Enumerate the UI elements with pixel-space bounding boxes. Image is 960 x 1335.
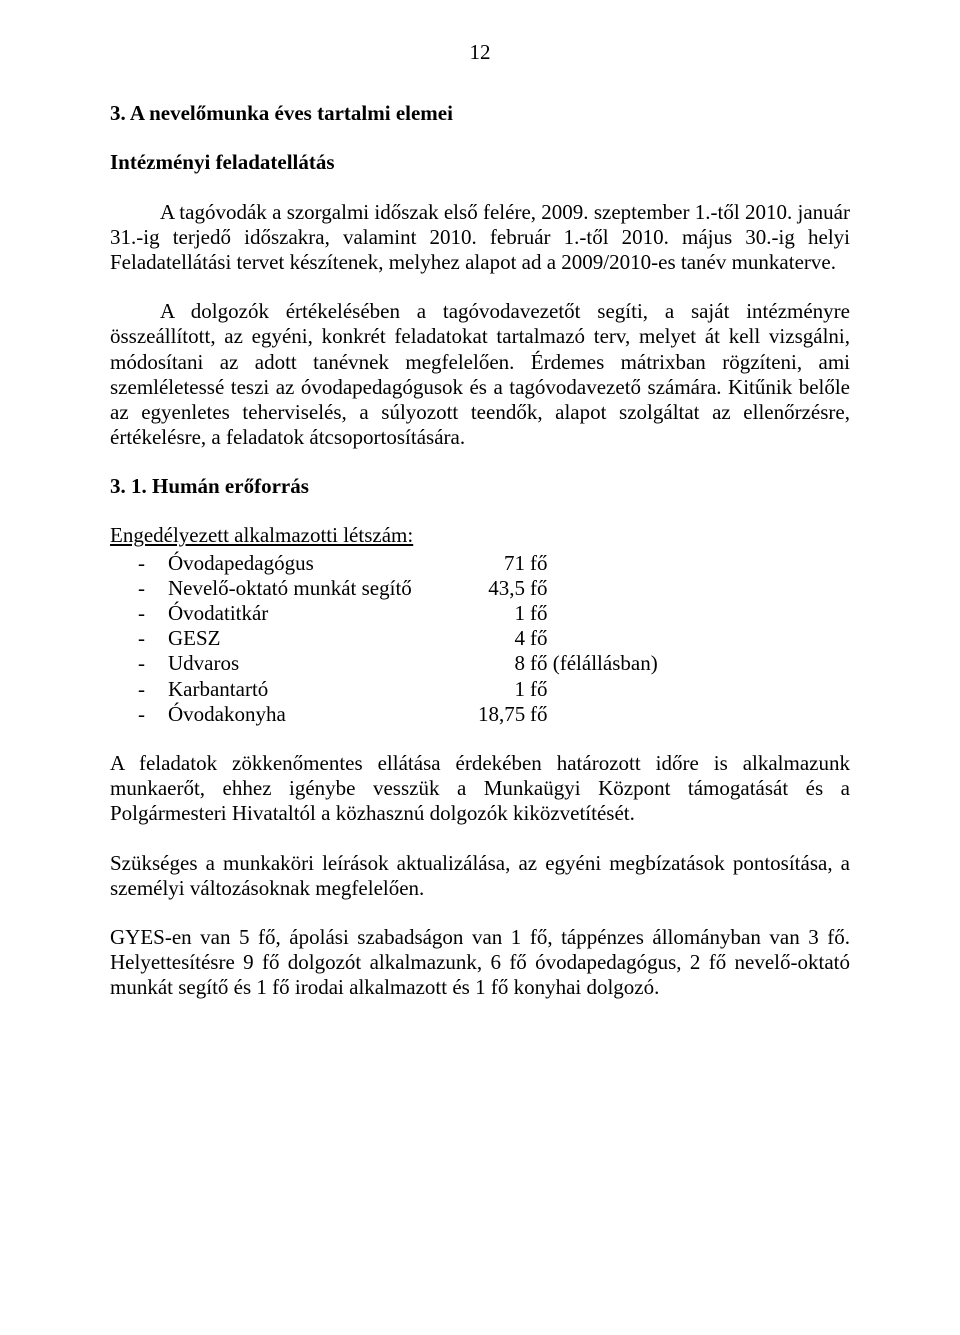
staff-label: Óvodatitkár (168, 601, 478, 626)
staff-unit: fő (530, 551, 850, 576)
staff-list: Engedélyezett alkalmazotti létszám: - Óv… (110, 523, 850, 727)
paragraph-2-text: A dolgozók értékelésében a tagóvodavezet… (110, 299, 850, 449)
section-heading-3: 3. A nevelőmunka éves tartalmi elemei (110, 101, 850, 126)
dash-icon: - (110, 576, 168, 601)
list-item: - Karbantartó 1 fő (110, 677, 850, 702)
dash-icon: - (110, 651, 168, 676)
page-number: 12 (110, 40, 850, 65)
paragraph-5: GYES-en van 5 fő, ápolási szabadságon va… (110, 925, 850, 1001)
staff-label: Óvodakonyha (168, 702, 478, 727)
staff-label: Óvodapedagógus (168, 551, 478, 576)
paragraph-1: A tagóvodák a szorgalmi időszak első fel… (110, 200, 850, 276)
list-item: - Nevelő-oktató munkát segítő 43,5 fő (110, 576, 850, 601)
dash-icon: - (110, 626, 168, 651)
dash-icon: - (110, 551, 168, 576)
staff-value: 4 (478, 626, 530, 651)
staff-value: 71 (478, 551, 530, 576)
staff-value: 8 (478, 651, 530, 676)
subheading-intezmenyi: Intézményi feladatellátás (110, 150, 850, 175)
paragraph-4: Szükséges a munkaköri leírások aktualizá… (110, 851, 850, 901)
staff-list-title: Engedélyezett alkalmazotti létszám: (110, 523, 850, 548)
staff-unit: fő (530, 702, 850, 727)
list-item: - Óvodapedagógus 71 fő (110, 551, 850, 576)
document-page: 12 3. A nevelőmunka éves tartalmi elemei… (0, 0, 960, 1335)
staff-label: Nevelő-oktató munkát segítő (168, 576, 478, 601)
list-item: - Óvodakonyha 18,75 fő (110, 702, 850, 727)
staff-value: 1 (478, 677, 530, 702)
list-item: - Udvaros 8 fő (félállásban) (110, 651, 850, 676)
staff-unit: fő (530, 626, 850, 651)
staff-label: GESZ (168, 626, 478, 651)
dash-icon: - (110, 601, 168, 626)
staff-value: 1 (478, 601, 530, 626)
dash-icon: - (110, 677, 168, 702)
staff-value: 43,5 (478, 576, 530, 601)
dash-icon: - (110, 702, 168, 727)
staff-label: Karbantartó (168, 677, 478, 702)
staff-unit: fő (félállásban) (530, 651, 850, 676)
staff-unit: fő (530, 576, 850, 601)
staff-unit: fő (530, 601, 850, 626)
list-item: - GESZ 4 fő (110, 626, 850, 651)
paragraph-2: A dolgozók értékelésében a tagóvodavezet… (110, 299, 850, 450)
staff-label: Udvaros (168, 651, 478, 676)
paragraph-3: A feladatok zökkenőmentes ellátása érdek… (110, 751, 850, 827)
staff-value: 18,75 (478, 702, 530, 727)
subheading-3-1: 3. 1. Humán erőforrás (110, 474, 850, 499)
staff-unit: fő (530, 677, 850, 702)
list-item: - Óvodatitkár 1 fő (110, 601, 850, 626)
paragraph-1-text: A tagóvodák a szorgalmi időszak első fel… (110, 200, 850, 274)
